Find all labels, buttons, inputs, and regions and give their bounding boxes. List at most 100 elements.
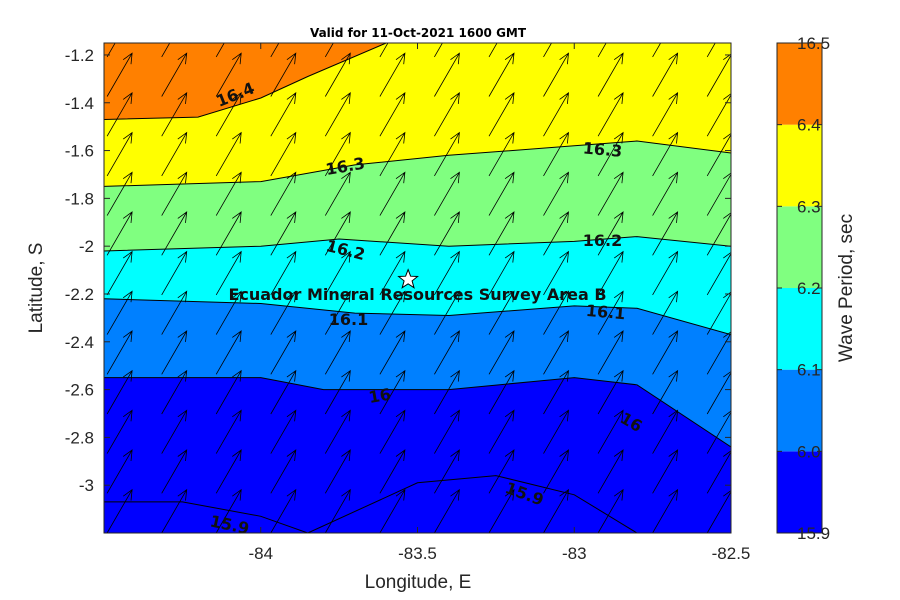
arrow (324, 92, 351, 137)
arrow (434, 43, 443, 58)
arrow (488, 250, 515, 296)
arrow (434, 0, 459, 17)
arrow (706, 291, 731, 335)
arrow (543, 211, 569, 256)
colorbar-tick-label: 15.9 (797, 524, 830, 543)
arrow (652, 250, 679, 296)
y-axis-ticks: -1.2 -1.4 -1.6 -1.8 -2 -2.2 -2.4 -2.6 -2.8 -3 (65, 46, 731, 495)
arrow (270, 131, 297, 177)
arrow (543, 290, 569, 335)
contour-line-15.9 (104, 501, 308, 533)
arrow (706, 53, 731, 97)
x-axis-ticks: -84 -83.5 -83 -82.5 (248, 43, 750, 563)
arrow (106, 43, 116, 58)
contour-label: 16.2 (583, 231, 622, 250)
arrow (543, 52, 569, 97)
arrow (488, 488, 515, 533)
arrow (324, 43, 334, 58)
arrow (270, 92, 297, 137)
arrow (652, 488, 679, 533)
arrow (488, 290, 515, 335)
colorbar-tick-label: 6.4 (797, 116, 821, 135)
arrow (597, 171, 624, 216)
arrow (215, 211, 242, 256)
x-tick-label: -83.5 (398, 544, 437, 563)
arrow (652, 330, 679, 375)
arrow (270, 211, 297, 256)
arrow (597, 211, 624, 256)
arrow (270, 171, 297, 216)
arrow (379, 131, 406, 177)
arrow (653, 0, 678, 17)
colorbar-segment (777, 451, 822, 533)
arrow (106, 211, 133, 256)
arrow (379, 369, 406, 415)
arrow (762, 0, 787, 17)
arrow (324, 131, 351, 177)
survey-location-star-icon (397, 268, 419, 289)
colorbar-segment (777, 124, 822, 207)
arrow (215, 488, 242, 533)
contour-label: 16 (367, 385, 392, 408)
arrow (434, 290, 460, 335)
arrow (106, 330, 133, 375)
arrow (161, 449, 188, 494)
colorbar-tick-label: 6.0 (797, 442, 821, 461)
y-tick-label: -2 (79, 237, 94, 256)
arrow (270, 330, 297, 375)
arrow (324, 369, 351, 415)
arrow (434, 52, 460, 97)
arrow (215, 131, 242, 177)
arrow (270, 43, 280, 58)
arrow (652, 369, 679, 415)
arrow (216, 0, 241, 17)
contour-label: 16.1 (585, 301, 626, 323)
arrow (106, 290, 133, 335)
arrow (706, 212, 731, 256)
arrow (488, 43, 498, 58)
arrow (597, 131, 624, 177)
contour-bands (104, 43, 731, 533)
arrow (488, 131, 515, 177)
x-tick-label: -83 (562, 544, 587, 563)
y-tick-label: -2.2 (65, 285, 94, 304)
arrow (379, 52, 406, 97)
x-axis-label: Longitude, E (365, 572, 472, 593)
arrow (215, 43, 225, 58)
arrow (652, 211, 679, 256)
arrow (270, 449, 297, 494)
contour-label: 16.1 (329, 310, 368, 329)
colorbar-tick-label: 6.2 (797, 279, 821, 298)
arrow (597, 43, 607, 58)
arrow (161, 211, 188, 256)
arrow (379, 409, 406, 454)
arrow (434, 131, 460, 177)
arrow (434, 369, 460, 415)
arrow (597, 330, 624, 375)
arrow (597, 369, 624, 415)
arrow (162, 0, 187, 17)
arrow (488, 52, 515, 97)
arrow (543, 43, 552, 58)
arrow (215, 92, 242, 137)
arrow (270, 52, 297, 97)
arrow (488, 449, 515, 494)
y-tick-label: -1.2 (65, 46, 94, 65)
arrow (379, 92, 406, 137)
arrow (379, 250, 406, 296)
arrow (161, 290, 188, 335)
arrow (106, 52, 133, 97)
contour-line-16.4 (104, 43, 387, 120)
arrow (434, 409, 460, 454)
arrow (543, 488, 569, 533)
arrow (706, 450, 731, 494)
arrow (215, 330, 242, 375)
colorbar-segment (777, 369, 822, 452)
arrow (597, 92, 624, 137)
arrow (543, 131, 569, 177)
colorbar-tick-label: 16.5 (797, 34, 830, 53)
y-tick-label: -1.8 (65, 189, 94, 208)
contour-line-16.3 (104, 140, 731, 187)
colorbar: 15.9 6.0 6.1 6.2 6.3 6.4 16.5 (776, 34, 830, 543)
arrow (652, 92, 679, 137)
